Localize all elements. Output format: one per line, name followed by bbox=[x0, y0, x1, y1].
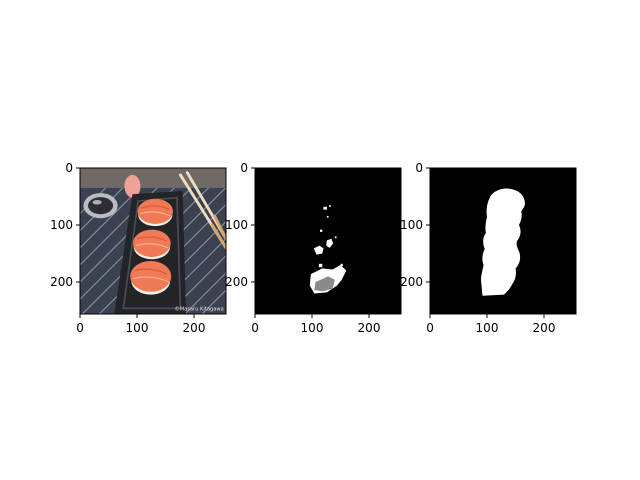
table-top-strip bbox=[80, 168, 226, 188]
panel-3-image-transform bbox=[430, 168, 576, 314]
panel-2-xtick-200: 200 bbox=[358, 321, 381, 335]
panel-2-xtick-0: 0 bbox=[251, 321, 259, 335]
panel-2-ytick-100: 100 bbox=[225, 218, 248, 232]
panel-1-ytick-200: 200 bbox=[50, 275, 73, 289]
sauce-dish-inner bbox=[87, 197, 114, 215]
mask-speck-3 bbox=[326, 215, 329, 218]
panel-3-ytick-0: 0 bbox=[415, 161, 423, 175]
noisy-mask bbox=[255, 168, 401, 314]
panel-2-image-transform bbox=[255, 168, 401, 314]
sauce-dish-highlight bbox=[92, 199, 102, 205]
chopsticks bbox=[178, 171, 226, 250]
watermark-text: ©Masaru Kitagawa bbox=[175, 306, 224, 313]
panel-1-y-ticks: 0 100 200 bbox=[50, 161, 80, 289]
mask-blob-main bbox=[481, 188, 525, 296]
panel-2-frame bbox=[254, 167, 402, 315]
mask-speck-5 bbox=[334, 236, 337, 239]
mask-blob-2 bbox=[326, 238, 334, 248]
pickled-ginger bbox=[124, 174, 141, 198]
nigiri-1 bbox=[137, 198, 173, 227]
mask-speck-1 bbox=[323, 206, 327, 210]
mask-speck-6 bbox=[318, 263, 323, 268]
mask-speck-4 bbox=[320, 229, 323, 232]
mask-blob-1 bbox=[313, 245, 324, 255]
mask-speck-7 bbox=[340, 263, 343, 267]
sushi-photo: ©Masaru Kitagawa bbox=[80, 168, 226, 314]
panel-3-ytick-100: 100 bbox=[400, 218, 423, 232]
panel-3-axes: 0 100 200 0 100 200 bbox=[400, 161, 577, 335]
panel-3-frame bbox=[429, 167, 577, 315]
clean-mask bbox=[430, 168, 576, 314]
mask-speck-2 bbox=[329, 205, 331, 207]
panel-2-axes: 0 100 200 0 100 200 bbox=[225, 161, 402, 335]
panel-3-xtick-0: 0 bbox=[426, 321, 434, 335]
panel-1-image-transform: ©Masaru Kitagawa bbox=[80, 168, 226, 314]
panel-3-ytick-200: 200 bbox=[400, 275, 423, 289]
panel-1-frame bbox=[79, 167, 227, 315]
panel-1-xtick-200: 200 bbox=[183, 321, 206, 335]
panel-1-xtick-0: 0 bbox=[76, 321, 84, 335]
panel-2-y-ticks: 0 100 200 bbox=[225, 161, 255, 289]
panel-2-xtick-100: 100 bbox=[301, 321, 324, 335]
panel-3-y-ticks: 0 100 200 bbox=[400, 161, 430, 289]
panel-3-xtick-200: 200 bbox=[533, 321, 556, 335]
panel-1-axes: ©Masaru Kitagawa 0 100 200 0 100 200 bbox=[50, 161, 227, 335]
panel-2-x-ticks: 0 100 200 bbox=[251, 314, 380, 335]
panel-1-x-ticks: 0 100 200 bbox=[76, 314, 205, 335]
panel-1-xtick-100: 100 bbox=[126, 321, 149, 335]
nigiri-3 bbox=[130, 260, 172, 295]
nigiri-2 bbox=[133, 229, 171, 260]
panel-2-ytick-200: 200 bbox=[225, 275, 248, 289]
panel-1-ytick-0: 0 bbox=[65, 161, 73, 175]
mask-gray-region bbox=[314, 276, 335, 292]
plate-rim bbox=[122, 196, 182, 310]
panel-3-xtick-100: 100 bbox=[476, 321, 499, 335]
panel-1-ytick-100: 100 bbox=[50, 218, 73, 232]
panel-2-ytick-0: 0 bbox=[240, 161, 248, 175]
panel-3-x-ticks: 0 100 200 bbox=[426, 314, 555, 335]
